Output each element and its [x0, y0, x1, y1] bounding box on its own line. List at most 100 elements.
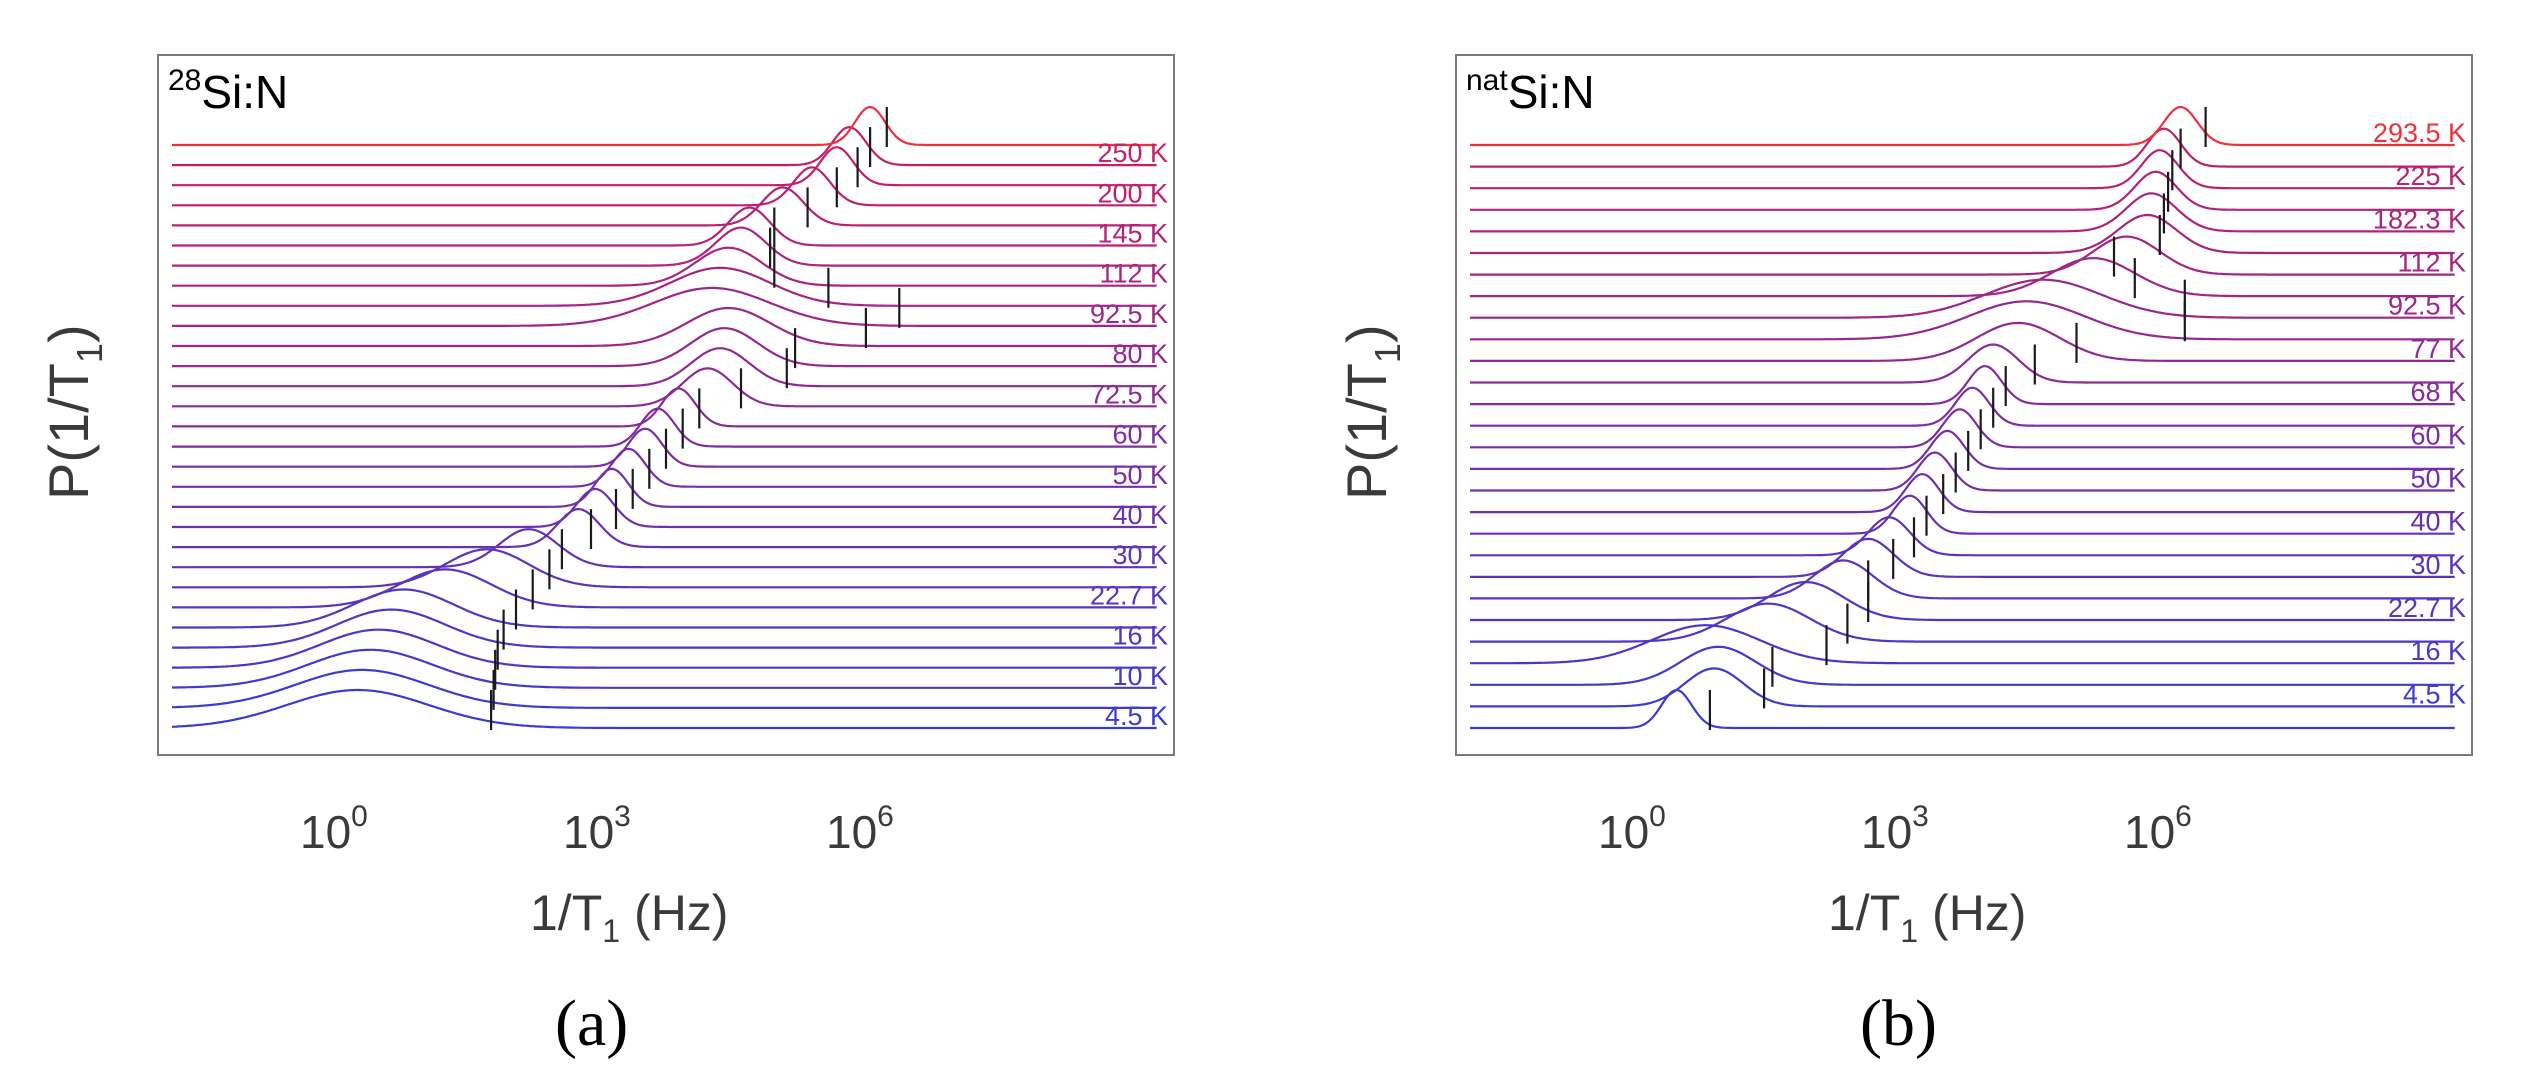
- panel-b-temp-label-23: 182.3 K: [2373, 204, 2466, 234]
- panel-a-series: [171, 105, 1157, 730]
- panel-a-temp-label-8: 30 K: [1112, 540, 1168, 570]
- panel-b-temp-label-9: 40 K: [2410, 507, 2466, 537]
- panel-b-temp-label-3: 16 K: [2410, 636, 2466, 666]
- panel-b-curve-5: [1470, 580, 2455, 622]
- panel-a-curve-5: [172, 588, 1157, 629]
- panel-b-curve-12: [1470, 429, 2455, 470]
- panel-a-curve-10: [172, 487, 1157, 529]
- panel-b-curve-3: [1470, 624, 2455, 665]
- panel-a-curve-27: [172, 146, 1157, 187]
- panel-b-letter: (b): [1860, 987, 1937, 1060]
- panel-a-curve-16: [172, 367, 1157, 408]
- panel-a-temp-label-24: 145 K: [1097, 219, 1168, 249]
- panel-a-curve-11: [172, 467, 1157, 508]
- panel-a-curve-13: [172, 427, 1157, 468]
- panel-b-chart: 4.5 K 16 K 22.7 K 30 K 40 K 50 K 60 K 68 K 77 K 9…: [1335, 54, 2473, 1060]
- panel-b-curve-26: [1470, 127, 2455, 168]
- panel-b-curve-1: [1470, 667, 2455, 708]
- panel-b-temp-label-27: 293.5 K: [2373, 118, 2466, 148]
- panel-b-curve-7: [1470, 537, 2455, 578]
- panel-a-curve-0: [171, 688, 1157, 730]
- panel-b-sample-prefix: nat: [1466, 64, 1508, 97]
- panel-a-curve-25: [172, 186, 1157, 227]
- panel-a-curve-1: [172, 668, 1157, 709]
- panel-a-ylabel: P(1/T1): [37, 324, 110, 500]
- panel-b-xtick-0: 100: [1598, 800, 1666, 858]
- panel-b-curve-19: [1470, 278, 2455, 319]
- panel-a-temp-label-12: 50 K: [1112, 460, 1168, 490]
- panel-b-temp-label-7: 30 K: [2410, 550, 2466, 580]
- panel-b-curve-10: [1470, 472, 2455, 514]
- panel-a-temp-label-0: 4.5 K: [1105, 701, 1168, 731]
- panel-a-curve-19: [172, 306, 1157, 348]
- panel-a-curve-8: [172, 528, 1157, 569]
- panel-a-curve-4: [172, 608, 1157, 649]
- panel-b-temp-label-13: 60 K: [2410, 420, 2466, 450]
- panel-b-curve-13: [1470, 408, 2455, 449]
- panel-b-curve-16: [1470, 343, 2455, 384]
- panel-a-curve-21: [172, 266, 1157, 307]
- panel-a-curve-2: [172, 648, 1157, 689]
- panel-b-temperature-labels: 4.5 K 16 K 22.7 K 30 K 40 K 50 K 60 K 68 K 77 K 9…: [2373, 118, 2466, 709]
- panel-a-curve-24: [172, 206, 1157, 247]
- panel-a-curve-22: [172, 246, 1157, 287]
- panel-b-temp-label-15: 68 K: [2410, 377, 2466, 407]
- panel-a-temp-label-2: 10 K: [1112, 661, 1168, 691]
- panel-a-curve-14: [172, 407, 1157, 448]
- panel-a-curve-29: [172, 105, 1157, 147]
- panel-b-curve-25: [1470, 149, 2455, 190]
- panel-b-curve-11: [1470, 451, 2455, 492]
- panel-b-sample-name: Si:N: [1508, 66, 1595, 118]
- panel-a-temp-label-22: 112 K: [1099, 259, 1168, 289]
- panel-a-curve-26: [172, 166, 1157, 207]
- panel-a-sample-label: 28Si:N: [168, 64, 288, 118]
- panel-b-curve-2: [1470, 645, 2455, 686]
- panel-b-temp-label-5: 22.7 K: [2388, 593, 2466, 623]
- panel-a-curve-7: [172, 548, 1157, 589]
- panel-b-curve-17: [1470, 321, 2455, 362]
- panel-a-plot-frame: [157, 54, 1175, 756]
- panel-a-temp-label-28: 250 K: [1097, 138, 1168, 168]
- panel-b-curve-14: [1470, 386, 2455, 427]
- panel-b-xlabel: 1/T1 (Hz): [1828, 885, 2026, 949]
- panel-b-curve-23: [1470, 192, 2455, 233]
- panel-a-xtick-0: 100: [300, 800, 368, 858]
- panel-b-curve-9: [1470, 494, 2455, 535]
- panel-b-curve-18: [1470, 300, 2455, 341]
- panel-b-curve-4: [1470, 602, 2455, 643]
- panel-b-curve-8: [1470, 516, 2455, 557]
- panel-b-curve-22: [1470, 213, 2455, 255]
- panel-b-temp-label-21: 112 K: [2397, 248, 2466, 278]
- panel-a-curve-20: [172, 286, 1157, 327]
- panel-b-temp-label-19: 92.5 K: [2388, 291, 2466, 321]
- panel-a-temp-label-6: 22.7 K: [1090, 580, 1168, 610]
- panel-a-curve-17: [172, 347, 1157, 388]
- panel-b-xtick-1: 103: [1861, 800, 1929, 858]
- panel-a-letter: (a): [555, 987, 628, 1060]
- panel-b-sample-label: natSi:N: [1466, 64, 1595, 118]
- panel-b-temp-label-17: 77 K: [2410, 334, 2466, 364]
- panel-b-xtick-2: 106: [2124, 800, 2192, 858]
- panel-a-curve-3: [172, 628, 1157, 669]
- panel-a-curve-6: [172, 568, 1157, 609]
- panel-a-temperature-labels: 4.5 K 10 K 16 K 22.7 K 30 K 40 K 50 K 60 K 72.5 …: [1090, 138, 1168, 731]
- panel-a-temp-label-10: 40 K: [1112, 500, 1168, 530]
- panel-a-curve-12: [172, 447, 1157, 488]
- panel-a-curve-18: [172, 327, 1157, 368]
- panel-a-temp-label-26: 200 K: [1097, 178, 1168, 208]
- panel-b-curve-15: [1470, 365, 2455, 406]
- panel-a-xtick-2: 106: [826, 800, 894, 858]
- panel-b-plot-frame: [1455, 54, 2473, 756]
- panel-b-markers: [1708, 107, 2207, 730]
- panel-a-chart: 4.5 K 10 K 16 K 22.7 K 30 K 40 K 50 K 60 K 72.5 …: [37, 54, 1175, 1060]
- panel-a-temp-label-20: 92.5 K: [1090, 299, 1168, 329]
- panel-b-series: [1470, 105, 2455, 730]
- panel-a-curve-15: [172, 387, 1157, 428]
- panel-b-curve-21: [1470, 235, 2455, 276]
- panel-a-temp-label-18: 80 K: [1112, 339, 1168, 369]
- panel-a-temp-label-4: 16 K: [1112, 621, 1168, 651]
- panel-b-temp-label-1: 4.5 K: [2403, 679, 2466, 709]
- panel-b-curve-20: [1470, 257, 2455, 298]
- panel-b-curve-27: [1470, 105, 2455, 147]
